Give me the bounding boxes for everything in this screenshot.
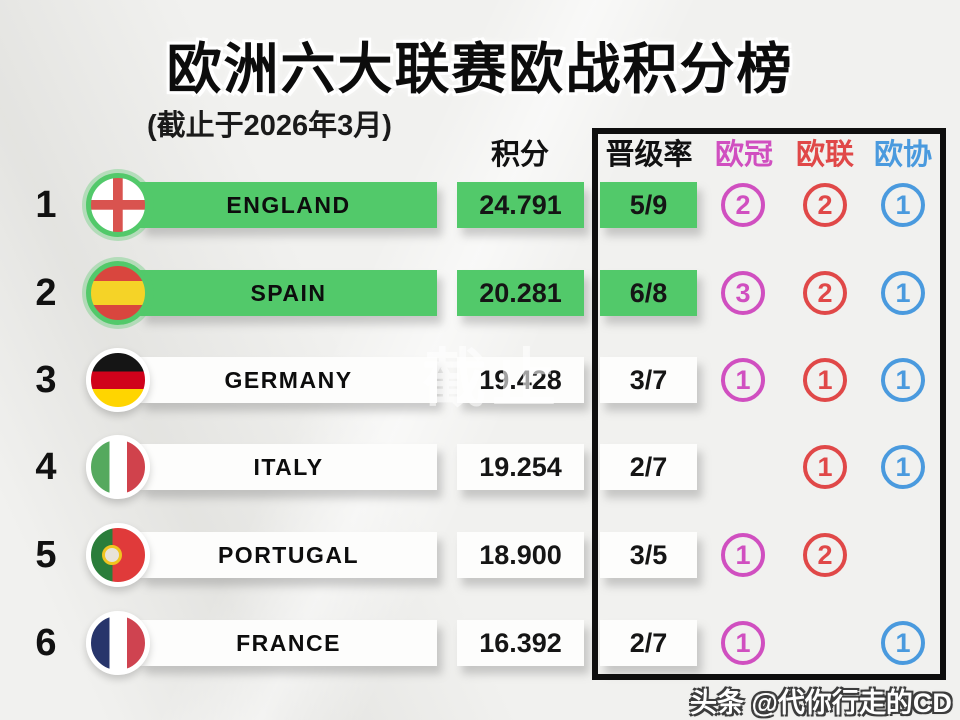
qualification-rate-cell: 3/7 — [600, 357, 697, 403]
country-name: ITALY — [253, 453, 324, 480]
europa-league-count-badge: 1 — [803, 358, 847, 402]
points-cell: 19.254 — [457, 444, 584, 490]
qualification-rate-cell: 2/7 — [600, 444, 697, 490]
country-name-bar: ENGLAND — [140, 182, 437, 228]
conference-league-count-badge: 1 — [881, 358, 925, 402]
qualification-rate-cell: 5/9 — [600, 182, 697, 228]
conference-league-count-badge: 1 — [881, 271, 925, 315]
rank-number: 1 — [35, 184, 57, 226]
country-name: PORTUGAL — [217, 541, 360, 568]
champions-league-count-badge: 1 — [721, 533, 765, 577]
rank-number: 3 — [35, 359, 57, 401]
rank-number: 5 — [35, 534, 57, 576]
conference-league-count-badge: 1 — [881, 621, 925, 665]
country-name-bar: SPAIN — [140, 270, 437, 316]
points-cell: 20.281 — [457, 270, 584, 316]
country-name: ENGLAND — [226, 191, 351, 218]
country-name-bar: ITALY — [140, 444, 437, 490]
page-subtitle: (截止于2026年3月) — [147, 110, 392, 142]
france-flag-icon — [86, 611, 150, 675]
italy-flag-icon — [86, 435, 150, 499]
champions-league-count-badge: 3 — [721, 271, 765, 315]
portugal-flag-icon — [86, 523, 150, 587]
champions-league-count-badge: 1 — [721, 358, 765, 402]
germany-flag-icon — [86, 348, 150, 412]
europa-league-count-badge: 2 — [803, 271, 847, 315]
qualification-rate-cell: 3/5 — [600, 532, 697, 578]
country-name-bar: GERMANY — [140, 357, 437, 403]
conference-league-count-badge: 1 — [881, 183, 925, 227]
champions-league-count-badge: 1 — [721, 621, 765, 665]
column-header-points: 积分 — [490, 139, 549, 171]
page-title: 欧洲六大联赛欧战积分榜 — [166, 38, 794, 100]
country-name-bar: PORTUGAL — [140, 532, 437, 578]
rank-number: 4 — [35, 446, 57, 488]
country-name: SPAIN — [250, 279, 327, 306]
rank-number: 6 — [35, 622, 57, 664]
country-name: GERMANY — [224, 366, 353, 393]
points-cell: 19.428 — [457, 357, 584, 403]
country-name: FRANCE — [236, 629, 341, 656]
europa-league-count-badge: 2 — [803, 533, 847, 577]
column-header-europa-league: 欧联 — [795, 139, 854, 171]
conference-league-count-badge: 1 — [881, 445, 925, 489]
country-name-bar: FRANCE — [140, 620, 437, 666]
england-flag-icon — [86, 173, 150, 237]
points-cell: 18.900 — [457, 532, 584, 578]
spain-flag-icon — [86, 261, 150, 325]
points-cell: 16.392 — [457, 620, 584, 666]
column-header-conference-league: 欧协 — [873, 139, 932, 171]
qualification-rate-cell: 2/7 — [600, 620, 697, 666]
europa-league-count-badge: 1 — [803, 445, 847, 489]
qualification-rate-cell: 6/8 — [600, 270, 697, 316]
column-header-qualification-rate: 晋级率 — [605, 139, 693, 171]
author-watermark: 头条 @代你行走的CD — [690, 688, 952, 718]
column-header-champions-league: 欧冠 — [714, 139, 773, 171]
europa-league-count-badge: 2 — [803, 183, 847, 227]
champions-league-count-badge: 2 — [721, 183, 765, 227]
points-cell: 24.791 — [457, 182, 584, 228]
rank-number: 2 — [35, 272, 57, 314]
